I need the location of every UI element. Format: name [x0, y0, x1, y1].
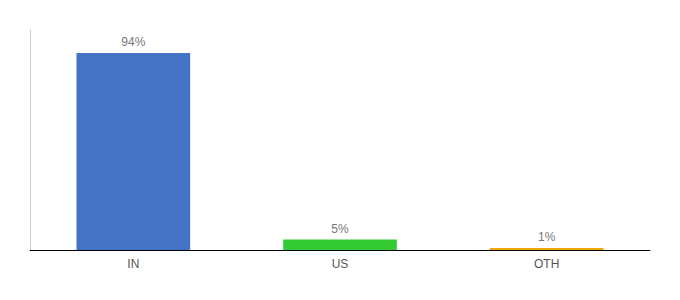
svg-text:IN: IN	[127, 257, 139, 271]
svg-text:US: US	[332, 257, 349, 271]
svg-text:5%: 5%	[331, 222, 349, 236]
svg-text:94%: 94%	[121, 35, 145, 49]
svg-text:1%: 1%	[538, 230, 556, 244]
svg-text:OTH: OTH	[534, 257, 559, 271]
